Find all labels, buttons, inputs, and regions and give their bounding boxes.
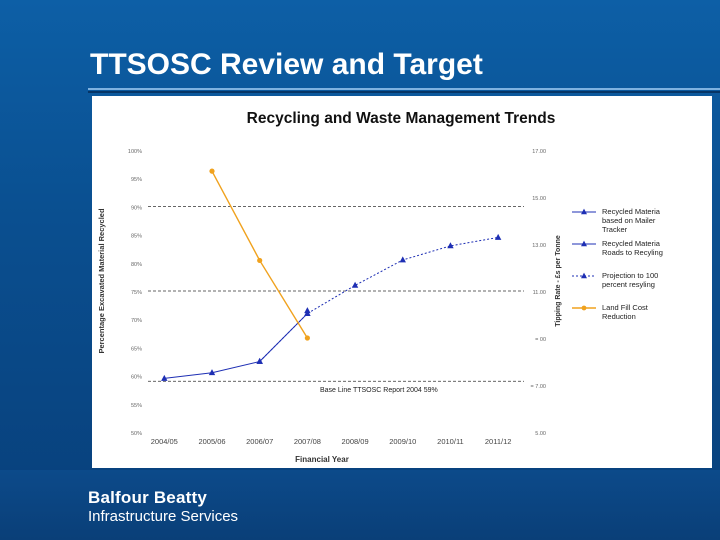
legend-entry: Land Fill Cost Reduction [602, 303, 649, 321]
chart-panel: Recycling and Waste Management Trends Pe… [92, 96, 712, 468]
y-tick-label: 60% [131, 375, 142, 381]
y2-tick-label: = 00 [535, 337, 546, 343]
data-point [209, 168, 215, 174]
y2-tick-label: 11.00 [533, 290, 546, 296]
legend-swatch-marker [581, 208, 587, 215]
legend-entry: Recycled Materia Roads to Recyling [602, 239, 663, 257]
y-tick-label: 80% [131, 262, 142, 268]
y2-tick-label: 15.00 [532, 196, 546, 202]
y-tick-label: 75% [131, 290, 142, 296]
y-tick-label: 100% [128, 149, 142, 155]
x-tick-label: 2009/10 [389, 437, 416, 446]
x-tick-label: 2004/05 [151, 437, 178, 446]
data-point [494, 233, 502, 240]
title-divider [88, 88, 720, 90]
y2-axis-label: Tipping Rate - £s per Tonne [555, 235, 562, 327]
legend-entry: Projection to 100 percent resyling [602, 271, 658, 289]
data-point [351, 281, 359, 288]
x-tick-label: 2010/11 [437, 437, 464, 446]
data-point [304, 335, 310, 341]
series-line [259, 236, 499, 362]
footer-band [0, 470, 720, 540]
chart-title: Recycling and Waste Management Trends [247, 110, 556, 127]
data-point [304, 309, 311, 316]
series-line [211, 170, 308, 339]
data-point [208, 369, 216, 376]
company-logo-name: Balfour Beatty [88, 488, 207, 507]
recycling-chart: Recycling and Waste Management Trends Pe… [97, 110, 663, 464]
x-axis-label: Financial Year [295, 455, 349, 464]
y2-tick-label: 13.00 [532, 243, 546, 249]
title-divider-shadow [88, 91, 720, 93]
baseline-label: Base Line TTSOSC Report 2004 59% [320, 387, 438, 394]
y2-tick-label: 5.00 [535, 431, 546, 437]
y-tick-label: 50% [131, 431, 142, 437]
data-point [256, 357, 263, 364]
data-point [161, 374, 168, 381]
legend-entry: Recycled Materia based on Mailer Tracker [602, 207, 661, 234]
company-logo-division: Infrastructure Services [88, 508, 239, 525]
x-tick-label: 2011/12 [485, 437, 512, 446]
y2-tick-label: = 7.00 [531, 384, 546, 390]
slide-title: TTSOSC Review and Target [90, 48, 483, 81]
data-point [447, 242, 454, 249]
y-tick-label: 65% [131, 346, 142, 352]
y-tick-label: 70% [131, 318, 142, 324]
series-line [164, 313, 308, 379]
y-tick-label: 90% [131, 205, 142, 211]
x-tick-label: 2006/07 [246, 437, 273, 446]
y2-tick-label: 17.00 [532, 149, 546, 155]
x-tick-label: 2005/06 [198, 437, 225, 446]
data-point [399, 256, 406, 263]
legend-swatch-marker [581, 272, 587, 279]
y-tick-label: 85% [131, 234, 142, 240]
legend-swatch-marker [581, 305, 587, 311]
x-tick-label: 2008/09 [342, 437, 369, 446]
y-tick-label: 95% [131, 177, 142, 183]
data-point [257, 257, 263, 264]
legend-swatch-marker [581, 240, 587, 247]
x-tick-label: 2007/08 [294, 437, 321, 446]
y-tick-label: 55% [131, 403, 142, 409]
y-axis-label: Percentage Excavated Material Recycled [97, 208, 106, 353]
